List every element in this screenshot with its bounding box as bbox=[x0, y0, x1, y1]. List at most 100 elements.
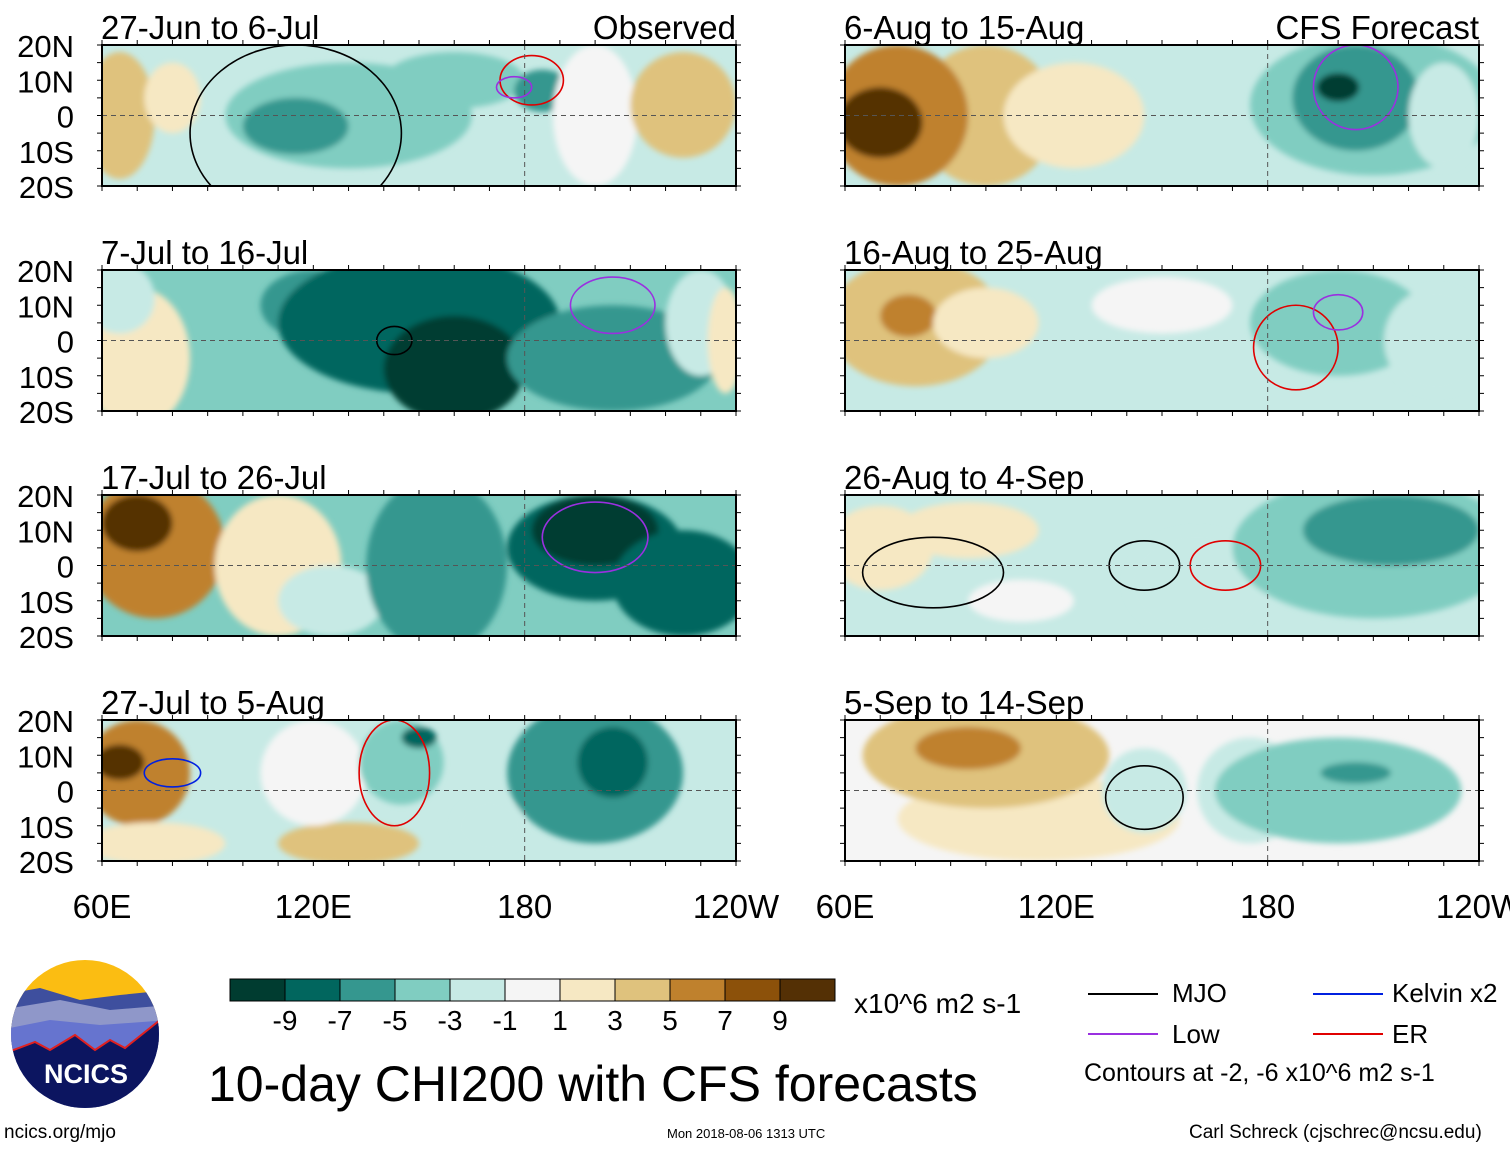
panel-title: 6-Aug to 15-Aug bbox=[844, 9, 1084, 46]
field-anomaly bbox=[577, 727, 648, 798]
field-anomaly bbox=[383, 52, 525, 109]
field-anomaly bbox=[260, 720, 367, 826]
field-anomaly bbox=[1091, 277, 1233, 334]
colorbar-label: -9 bbox=[273, 1005, 298, 1036]
field-anomaly bbox=[102, 822, 226, 861]
colorbar-bin bbox=[394, 978, 451, 1002]
field-anomaly bbox=[102, 52, 155, 179]
site-link[interactable]: ncics.org/mjo bbox=[4, 1122, 116, 1143]
panel-title: 27-Jun to 6-Jul bbox=[101, 9, 319, 46]
panel-title: 27-Jul to 5-Aug bbox=[101, 684, 325, 721]
field-anomaly bbox=[1214, 737, 1462, 844]
y-tick-label: 10S bbox=[19, 360, 74, 395]
panel-title: 17-Jul to 26-Jul bbox=[101, 459, 327, 496]
chart-title: 10-day CHI200 with CFS forecasts bbox=[208, 1056, 978, 1112]
author: Carl Schreck (cjschrec@ncsu.edu) bbox=[1189, 1122, 1482, 1143]
panel-7 bbox=[845, 720, 1479, 861]
panel-2 bbox=[102, 495, 736, 636]
colorbar-label: 1 bbox=[552, 1005, 568, 1036]
y-tick-label: 20N bbox=[17, 29, 74, 64]
field-anomaly bbox=[897, 502, 1039, 559]
contour-low bbox=[541, 501, 649, 574]
y-tick-label: 20S bbox=[19, 170, 74, 205]
colorbar-label: -7 bbox=[328, 1005, 353, 1036]
legend-er: ER bbox=[1392, 1019, 1429, 1049]
legend-low: Low bbox=[1172, 1019, 1220, 1049]
contour-low bbox=[569, 276, 656, 335]
colorbar-label: -3 bbox=[438, 1005, 463, 1036]
y-tick-label: 0 bbox=[57, 325, 74, 360]
colorbar-bin bbox=[779, 978, 836, 1002]
panel-title: 26-Aug to 4-Sep bbox=[844, 459, 1084, 496]
field-anomaly bbox=[144, 62, 201, 134]
column-label: Observed bbox=[593, 9, 736, 46]
field-anomaly bbox=[630, 52, 736, 158]
colorbar-bin bbox=[724, 978, 781, 1002]
field-anomaly bbox=[102, 744, 145, 780]
y-tick-label: 0 bbox=[57, 100, 74, 135]
colorbar-bin bbox=[669, 978, 726, 1002]
colorbar-label: -5 bbox=[383, 1005, 408, 1036]
field-anomaly bbox=[102, 495, 173, 552]
field-anomaly bbox=[454, 797, 525, 854]
contour-mjo bbox=[189, 45, 403, 186]
y-tick-label: 20S bbox=[19, 395, 74, 430]
x-tick-label: 120E bbox=[1018, 888, 1095, 925]
field-anomaly bbox=[1320, 762, 1391, 784]
colorbar-bin bbox=[614, 978, 671, 1002]
field-anomaly bbox=[552, 45, 638, 186]
y-tick-label: 10S bbox=[19, 585, 74, 620]
panel-title: 7-Jul to 16-Jul bbox=[101, 234, 308, 271]
contour-kelvin bbox=[143, 757, 202, 788]
y-tick-label: 10N bbox=[17, 289, 74, 324]
legend-kelvin: Kelvin x2 bbox=[1392, 978, 1498, 1008]
ncics-logo: NCICS bbox=[11, 960, 159, 1108]
colorbar-bin bbox=[339, 978, 396, 1002]
logo-inner bbox=[11, 960, 159, 1108]
timestamp: Mon 2018-08-06 1313 UTC bbox=[667, 1126, 826, 1141]
colorbar-label: 5 bbox=[662, 1005, 678, 1036]
field-anomaly bbox=[242, 97, 349, 155]
colorbar-label: -1 bbox=[493, 1005, 518, 1036]
field-anomaly bbox=[1250, 270, 1427, 376]
y-tick-label: 0 bbox=[57, 775, 74, 810]
colorbar-units: x10^6 m2 s-1 bbox=[854, 988, 1022, 1019]
contour-mjo bbox=[861, 536, 1005, 609]
y-tick-label: 10N bbox=[17, 739, 74, 774]
y-tick-label: 0 bbox=[57, 550, 74, 585]
field-anomaly bbox=[102, 270, 155, 334]
contour-mjo bbox=[1104, 765, 1184, 831]
field-anomaly bbox=[1316, 73, 1360, 102]
contour-low bbox=[1312, 293, 1364, 331]
field bbox=[845, 45, 1479, 186]
y-tick-label: 20S bbox=[19, 620, 74, 655]
field-anomaly bbox=[102, 495, 226, 619]
y-tick-label: 10N bbox=[17, 64, 74, 99]
y-tick-label: 10S bbox=[19, 810, 74, 845]
x-tick-label: 60E bbox=[816, 888, 875, 925]
panel-4 bbox=[845, 45, 1479, 186]
colorbar-bin bbox=[449, 978, 506, 1002]
field-anomaly bbox=[845, 87, 923, 158]
field-anomaly bbox=[278, 565, 384, 636]
colorbar-bin bbox=[284, 978, 341, 1002]
x-tick-label: 120W bbox=[693, 888, 780, 925]
field-anomaly bbox=[933, 287, 1039, 359]
field-anomaly bbox=[1292, 45, 1420, 151]
panel-0 bbox=[102, 45, 736, 186]
field-anomaly bbox=[612, 530, 736, 636]
panel-1 bbox=[102, 270, 736, 411]
colorbar-label: 7 bbox=[717, 1005, 733, 1036]
x-tick-label: 120E bbox=[275, 888, 352, 925]
colorbar-label: 3 bbox=[607, 1005, 623, 1036]
field-anomaly bbox=[278, 822, 419, 861]
field bbox=[845, 270, 1479, 394]
logo-text: NCICS bbox=[44, 1059, 128, 1089]
y-tick-label: 20N bbox=[17, 254, 74, 289]
contour-low bbox=[495, 75, 533, 99]
contour-note: Contours at -2, -6 x10^6 m2 s-1 bbox=[1084, 1059, 1435, 1087]
field-anomaly bbox=[1302, 495, 1479, 566]
field-anomaly bbox=[968, 579, 1074, 622]
field-anomaly bbox=[880, 294, 937, 337]
